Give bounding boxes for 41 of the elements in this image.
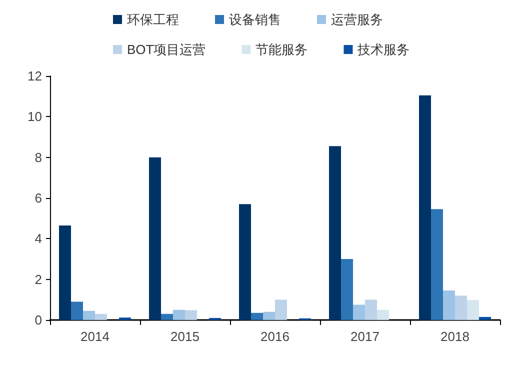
bar [479,316,491,320]
bar [365,300,377,320]
bar [251,312,263,320]
bar [455,296,467,320]
y-tick-label: 10 [28,109,42,124]
bar [239,204,251,320]
y-tick-label: 2 [34,272,42,287]
bar [275,300,287,320]
bar [185,310,197,320]
y-tick-label: 0 [34,312,42,328]
bar [95,314,107,320]
x-tick-label: 2015 [170,329,200,344]
bar [329,146,341,320]
y-tick-label: 8 [34,150,42,165]
bar [71,302,83,320]
bar [263,312,275,320]
bar [341,259,353,320]
bar [161,314,173,320]
x-tick-label: 2016 [260,329,290,344]
x-tick-label: 2017 [350,329,380,344]
bar [431,209,443,320]
y-tick-label: 12 [28,68,42,84]
x-tick-label: 2014 [80,329,110,344]
bar [173,310,185,320]
bar [83,310,95,320]
legend-label: 技术服务 [356,42,410,57]
x-tick-label: 2018 [440,329,470,344]
legend-label: 环保工程 [127,12,179,27]
legend-label: BOT项目运营 [127,42,206,57]
bar [377,310,389,320]
bar [419,95,431,320]
legend-label: 设备销售 [229,12,281,27]
y-tick-label: 4 [34,231,42,246]
bar [149,157,161,320]
bar [467,300,479,320]
y-tick-label: 6 [34,190,42,206]
legend-label: 节能服务 [256,42,308,57]
bar [353,304,365,320]
bar [443,290,455,320]
legend-label: 运营服务 [331,12,383,27]
bar [59,225,71,320]
